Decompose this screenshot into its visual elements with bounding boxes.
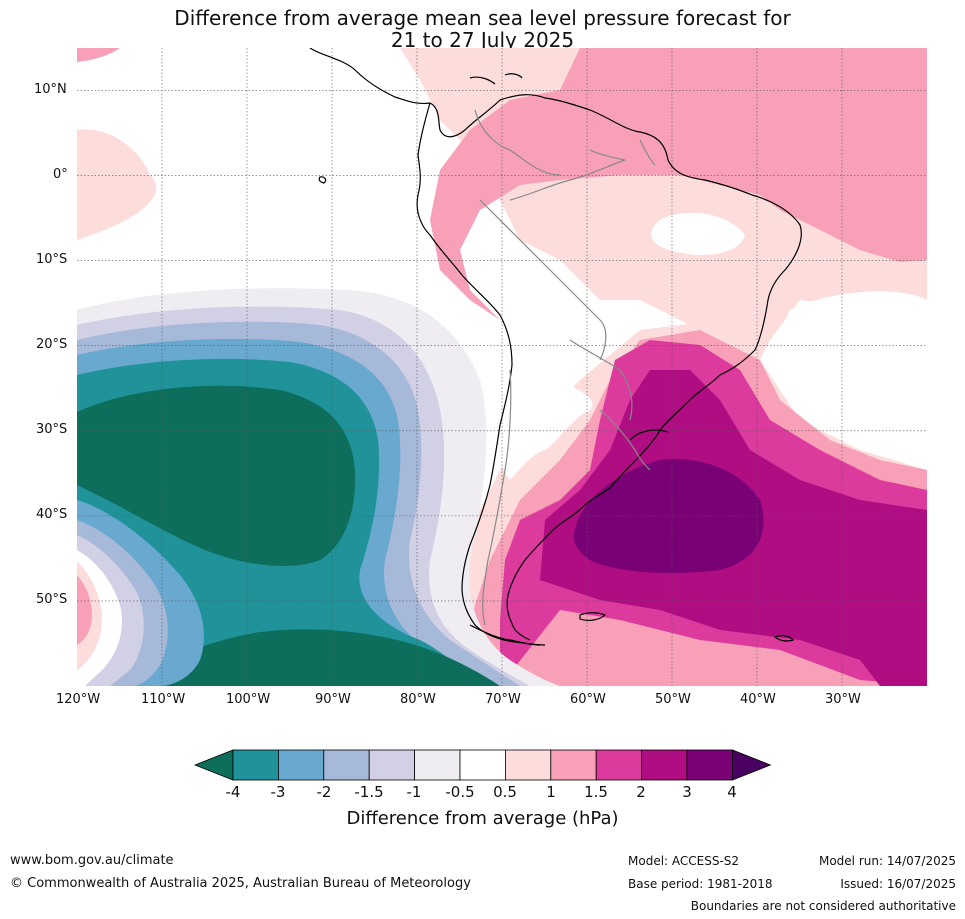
south-america-west-coast <box>416 102 546 646</box>
south-america-coastline <box>309 48 802 641</box>
negative-anomaly-strong-south <box>130 629 500 686</box>
lon-tick-100w: 100°W <box>226 692 271 707</box>
colorbar-segment <box>641 749 688 781</box>
country-borders <box>474 109 656 626</box>
colorbar-label: 2 <box>636 783 646 801</box>
colorbar-segment <box>368 749 416 781</box>
colorbar-segment <box>232 749 279 781</box>
positive-anomaly-north-pale-left <box>77 129 157 240</box>
colorbar-extend-high <box>732 749 772 781</box>
colorbar-label: 1 <box>546 783 556 801</box>
lon-tick-70w: 70°W <box>485 692 521 707</box>
model-run-date: Model run: 14/07/2025 <box>818 854 956 868</box>
lat-tick-40s: 40°S <box>36 507 68 522</box>
colorbar-label: -3 <box>270 783 286 801</box>
base-period: Base period: 1981-2018 <box>628 877 773 891</box>
lon-tick-110w: 110°W <box>141 692 186 707</box>
map-title-line1: Difference from average mean sea level p… <box>174 6 791 30</box>
colorbar-segment <box>277 749 325 781</box>
colorbar-segment <box>459 749 506 781</box>
lat-tick-0: 0° <box>53 167 68 182</box>
colorbar-label: -0.5 <box>445 783 475 801</box>
lon-tick-40w: 40°W <box>740 692 776 707</box>
tierra-del-fuego <box>469 624 541 646</box>
lat-tick-20s: 20°S <box>36 337 68 352</box>
lon-tick-30w: 30°W <box>825 692 861 707</box>
lon-tick-50w: 50°W <box>655 692 691 707</box>
colorbar-segment <box>686 749 733 781</box>
colorbar-segment <box>414 749 461 781</box>
border-colombia-venezuela <box>474 109 561 176</box>
model-name: Model: ACCESS-S2 <box>628 854 740 868</box>
lon-tick-120w: 120°W <box>56 692 101 707</box>
colorbar-label: -4 <box>225 783 241 801</box>
colorbar-segment <box>323 749 370 781</box>
south-georgia <box>773 634 794 642</box>
colorbar-segment <box>595 749 643 781</box>
colorbar-label: -2 <box>316 783 332 801</box>
colorbar-label: 3 <box>682 783 692 801</box>
boundaries-disclaimer: Boundaries are not considered authoritat… <box>690 899 956 913</box>
border-peru-bolivia <box>479 199 607 361</box>
lon-tick-60w: 60°W <box>570 692 606 707</box>
colorbar-segment <box>504 749 552 781</box>
caribbean-islands <box>469 73 523 85</box>
lat-tick-50s: 50°S <box>36 592 68 607</box>
galapagos <box>318 176 327 184</box>
colorbar-label: 4 <box>727 783 737 801</box>
near-zero-andes <box>498 330 593 480</box>
positive-anomaly-north-pink-left <box>77 48 120 62</box>
colorbar-label: 1.5 <box>584 783 608 801</box>
border-brazil-north <box>509 159 626 201</box>
southwest-pink-core <box>77 575 92 645</box>
border-guianas <box>589 139 656 166</box>
issued-date: Issued: 16/07/2025 <box>840 877 956 891</box>
colorbar-label: -1 <box>406 783 422 801</box>
lat-tick-30s: 30°S <box>36 422 68 437</box>
near-zero-brazil <box>651 212 745 255</box>
lon-tick-80w: 80°W <box>400 692 436 707</box>
lon-tick-90w: 90°W <box>315 692 351 707</box>
falkland-islands <box>579 612 607 621</box>
colorbar-title: Difference from average (hPa) <box>346 808 619 829</box>
near-zero-atlantic <box>782 291 927 451</box>
uruguay-estuary <box>629 429 669 441</box>
colorbar <box>193 749 772 781</box>
lat-tick-10s: 10°S <box>36 252 68 267</box>
negative-anomaly-strong-core <box>77 385 356 567</box>
graticule <box>77 48 927 686</box>
colorbar-extend-low <box>193 749 234 781</box>
copyright-text: © Commonwealth of Australia 2025, Austra… <box>10 876 471 891</box>
border-argentina-chile <box>482 369 512 626</box>
colorbar-label: 0.5 <box>493 783 517 801</box>
coastlines <box>309 48 802 646</box>
website-link[interactable]: www.bom.gov.au/climate <box>10 853 174 868</box>
border-argentina-brazil <box>599 409 651 471</box>
colorbar-segment <box>550 749 597 781</box>
border-bolivia-paraguay <box>569 339 633 421</box>
lat-tick-10n: 10°N <box>34 82 67 97</box>
positive-anomaly-north-pink <box>430 48 927 320</box>
colorbar-label: -1.5 <box>354 783 384 801</box>
